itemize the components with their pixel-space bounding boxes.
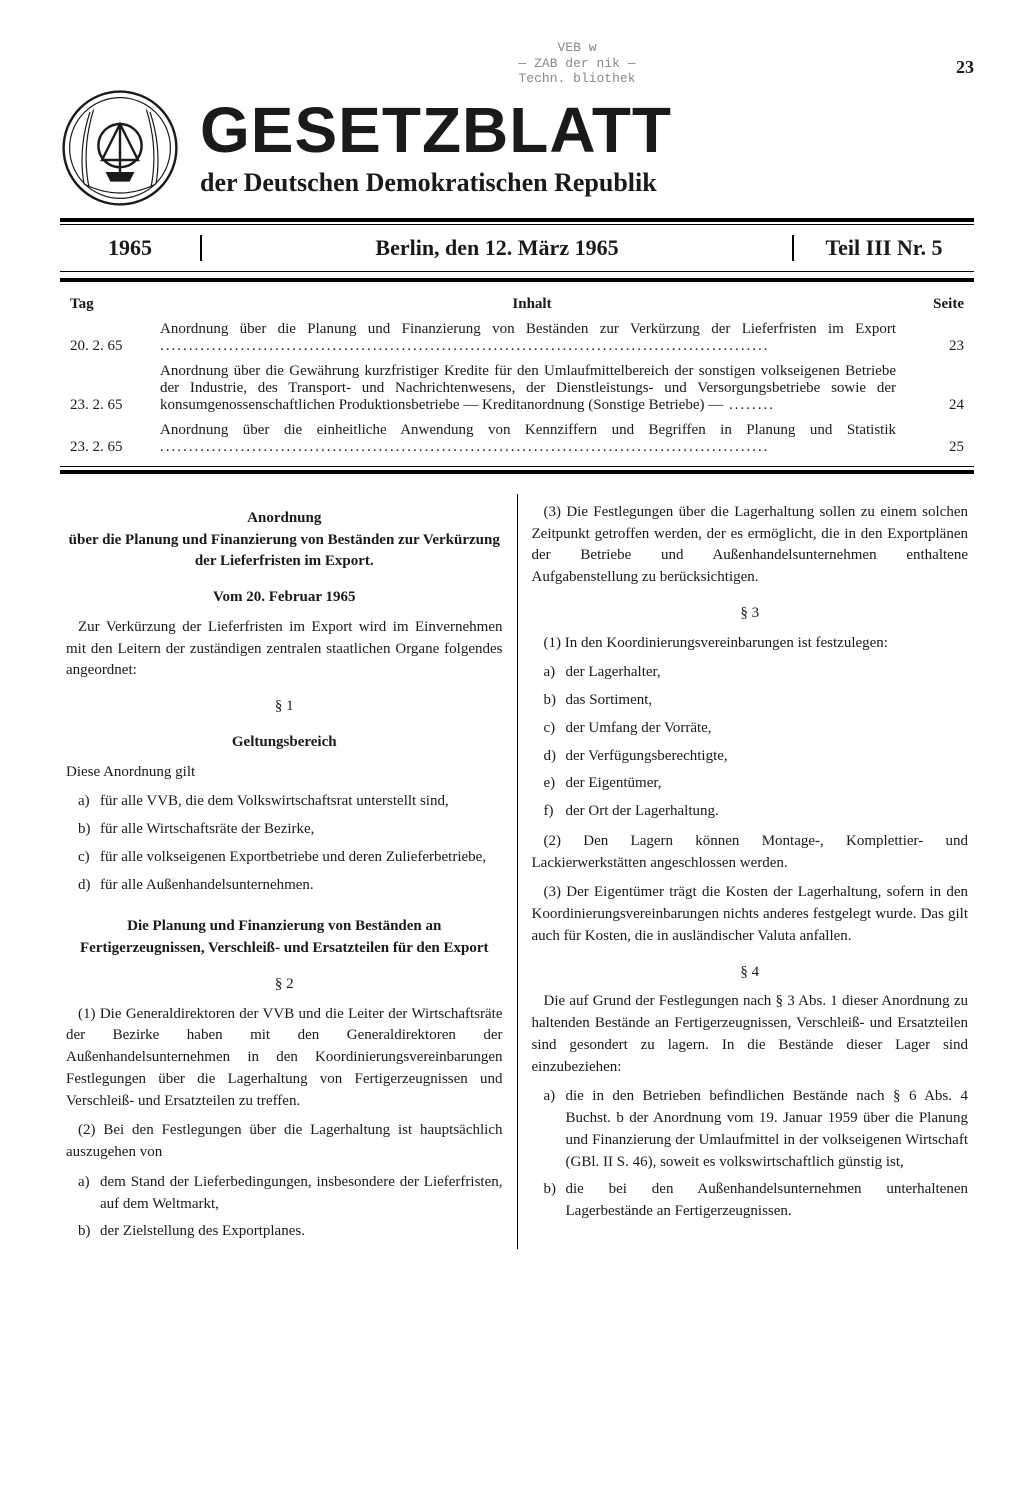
list-text: für alle volkseigenen Exportbetriebe und… [100, 847, 503, 869]
toc-head-content: Inhalt [160, 296, 904, 313]
list-item: b)das Sortiment, [544, 690, 969, 712]
list-text: der Eigentümer, [566, 773, 969, 795]
toc-row: 23. 2. 65 Anordnung über die einheitlich… [70, 422, 964, 456]
toc-date: 23. 2. 65 [70, 397, 160, 414]
toc-head-day: Tag [70, 296, 160, 313]
list-item: c)der Umfang der Vorräte, [544, 718, 969, 740]
divider [60, 224, 974, 225]
paragraph: Die auf Grund der Festlegungen nach § 3 … [532, 991, 969, 1078]
toc-date: 20. 2. 65 [70, 338, 160, 355]
section-intro: Diese Anordnung gilt [66, 762, 503, 784]
list-text: die bei den Außenhandelsunternehmen unte… [566, 1179, 969, 1223]
masthead: GESETZBLATT der Deutschen Demokratischen… [60, 88, 974, 208]
stamp-line: VEB w [180, 40, 974, 56]
ordinance-date: Vom 20. Februar 1965 [66, 587, 503, 609]
list-text: der Umfang der Vorräte, [566, 718, 969, 740]
preamble: Zur Verkürzung der Lieferfristen im Expo… [66, 617, 503, 682]
table-of-contents: Tag Inhalt Seite 20. 2. 65 Anordnung übe… [70, 296, 964, 456]
toc-text: Anordnung über die Gewährung kurzfristig… [160, 363, 904, 414]
list-item: d)für alle Außenhandelsunternehmen. [78, 875, 503, 897]
list-item: c)für alle volkseigenen Exportbetriebe u… [78, 847, 503, 869]
ordinance-title: über die Planung und Finanzierung von Be… [69, 532, 500, 570]
list-text: für alle Wirtschaftsräte der Bezirke, [100, 819, 503, 841]
section-number: § 3 [532, 603, 969, 625]
toc-text: Anordnung über die Planung und Finanzier… [160, 321, 904, 355]
ordinance-heading: Anordnung über die Planung und Finanzier… [66, 508, 503, 573]
list-text: der Ort der Lagerhaltung. [566, 801, 969, 823]
paragraph: (3) Der Eigentümer trägt die Kosten der … [532, 882, 969, 947]
toc-page: 25 [904, 439, 964, 456]
toc-date: 23. 2. 65 [70, 439, 160, 456]
right-column: (3) Die Festlegungen über die Lagerhaltu… [518, 494, 975, 1249]
left-column: Anordnung über die Planung und Finanzier… [60, 494, 518, 1249]
list-item: a)dem Stand der Lieferbedingungen, insbe… [78, 1172, 503, 1216]
paragraph: (1) In den Koordinierungsvereinbarungen … [532, 633, 969, 655]
paragraph: (3) Die Festlegungen über die Lagerhaltu… [532, 502, 969, 589]
section-number: § 1 [66, 696, 503, 718]
divider [60, 271, 974, 272]
list-text: dem Stand der Lieferbedingungen, insbeso… [100, 1172, 503, 1216]
dateline-place: Berlin, den 12. März 1965 [202, 235, 792, 261]
state-emblem-icon [60, 88, 180, 208]
publication-title: GESETZBLATT [200, 98, 974, 162]
section-number: § 4 [532, 962, 969, 984]
publication-subtitle: der Deutschen Demokratischen Republik [200, 168, 974, 198]
page-number: 23 [60, 57, 974, 78]
subsection-heading: Die Planung und Finanzierung von Beständ… [66, 916, 503, 960]
paragraph: (1) Die Generaldirektoren der VVB und di… [66, 1004, 503, 1113]
list-item: b)die bei den Außenhandelsunternehmen un… [544, 1179, 969, 1223]
divider [60, 278, 974, 282]
dateline-issue: Teil III Nr. 5 [792, 235, 974, 261]
list-text: für alle VVB, die dem Volkswirtschaftsra… [100, 791, 503, 813]
dateline: 1965 Berlin, den 12. März 1965 Teil III … [60, 227, 974, 269]
list-item: b)der Zielstellung des Exportplanes. [78, 1221, 503, 1243]
toc-page: 24 [904, 397, 964, 414]
paragraph: (2) Den Lagern können Montage-, Komplett… [532, 831, 969, 875]
body-columns: Anordnung über die Planung und Finanzier… [60, 494, 974, 1249]
list-item: f)der Ort der Lagerhaltung. [544, 801, 969, 823]
list-item: b)für alle Wirtschaftsräte der Bezirke, [78, 819, 503, 841]
divider [60, 466, 974, 474]
section-title: Geltungsbereich [66, 732, 503, 754]
list-text: der Verfügungsberechtigte, [566, 746, 969, 768]
ordinance-word: Anordnung [247, 510, 321, 526]
list-item: a)die in den Betrieben befindlichen Best… [544, 1086, 969, 1173]
paragraph: (2) Bei den Festlegungen über die Lagerh… [66, 1120, 503, 1164]
toc-text: Anordnung über die einheitliche Anwendun… [160, 422, 904, 456]
list-item: d)der Verfügungsberechtigte, [544, 746, 969, 768]
list-item: a)für alle VVB, die dem Volkswirtschafts… [78, 791, 503, 813]
toc-page: 23 [904, 338, 964, 355]
section-number: § 2 [66, 974, 503, 996]
list-text: die in den Betrieben befindlichen Bestän… [566, 1086, 969, 1173]
list-text: für alle Außenhandelsunternehmen. [100, 875, 503, 897]
toc-row: 20. 2. 65 Anordnung über die Planung und… [70, 321, 964, 355]
list-text: der Lagerhalter, [566, 662, 969, 684]
divider [60, 218, 974, 222]
list-text: das Sortiment, [566, 690, 969, 712]
toc-head-page: Seite [904, 296, 964, 313]
dateline-year: 1965 [60, 235, 202, 261]
list-text: der Zielstellung des Exportplanes. [100, 1221, 503, 1243]
list-item: a)der Lagerhalter, [544, 662, 969, 684]
list-item: e)der Eigentümer, [544, 773, 969, 795]
toc-row: 23. 2. 65 Anordnung über die Gewährung k… [70, 363, 964, 414]
